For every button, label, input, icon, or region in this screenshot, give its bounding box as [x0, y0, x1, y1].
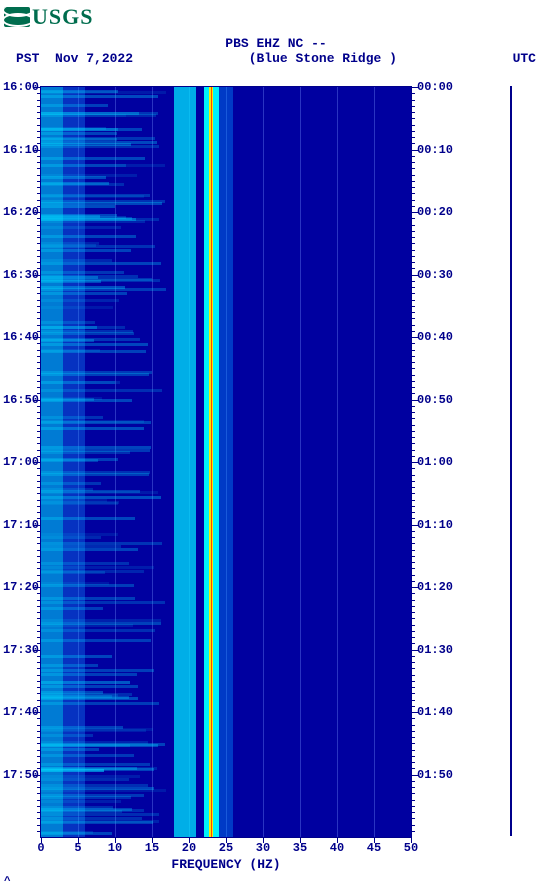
y-tick-right: 01:10 [411, 518, 453, 532]
colorbar-placeholder [510, 86, 512, 836]
y-tick-left: 16:20 [0, 205, 41, 219]
y-tick-right: 00:50 [411, 393, 453, 407]
spectral-band [211, 87, 212, 837]
x-axis-label: FREQUENCY (HZ) [41, 857, 411, 872]
x-tick: 50 [404, 837, 418, 855]
x-tick: 30 [256, 837, 270, 855]
station-name: (Blue Stone Ridge ) [249, 51, 397, 66]
x-tick: 45 [367, 837, 381, 855]
right-timezone: UTC [513, 51, 536, 66]
y-tick-right: 00:10 [411, 143, 453, 157]
usgs-logo-text: USGS [32, 4, 93, 30]
y-tick-right: 00:20 [411, 205, 453, 219]
y-tick-left: 16:00 [0, 80, 41, 94]
left-timezone: PST Nov 7,2022 [16, 51, 133, 66]
y-tick-left: 17:50 [0, 768, 41, 782]
y-tick-right: 00:00 [411, 80, 453, 94]
y-tick-right: 01:50 [411, 768, 453, 782]
spectral-band [219, 87, 234, 837]
plot-header: PBS EHZ NC -- PST Nov 7,2022 (Blue Stone… [0, 36, 552, 66]
x-tick: 5 [74, 837, 81, 855]
footer-mark: ^ [4, 876, 11, 888]
y-tick-left: 16:40 [0, 330, 41, 344]
y-tick-left: 17:00 [0, 455, 41, 469]
y-tick-left: 16:10 [0, 143, 41, 157]
y-tick-left: 16:30 [0, 268, 41, 282]
usgs-logo: USGS [4, 4, 93, 30]
spectrogram-plot: FREQUENCY (HZ) 0510152025303540455016:00… [40, 86, 412, 838]
x-tick: 20 [182, 837, 196, 855]
y-tick-left: 17:20 [0, 580, 41, 594]
y-tick-left: 17:30 [0, 643, 41, 657]
x-tick: 15 [145, 837, 159, 855]
x-tick: 0 [37, 837, 44, 855]
spectral-band [174, 87, 196, 837]
x-tick: 10 [108, 837, 122, 855]
x-tick: 40 [330, 837, 344, 855]
y-tick-right: 00:40 [411, 330, 453, 344]
y-tick-left: 17:10 [0, 518, 41, 532]
y-tick-right: 01:40 [411, 705, 453, 719]
y-tick-right: 01:00 [411, 455, 453, 469]
station-code: PBS EHZ NC -- [0, 36, 552, 51]
y-tick-right: 01:20 [411, 580, 453, 594]
y-tick-left: 17:40 [0, 705, 41, 719]
y-tick-right: 00:30 [411, 268, 453, 282]
y-tick-left: 16:50 [0, 393, 41, 407]
y-tick-right: 01:30 [411, 643, 453, 657]
x-tick: 25 [219, 837, 233, 855]
x-tick: 35 [293, 837, 307, 855]
usgs-wave-icon [4, 7, 30, 27]
